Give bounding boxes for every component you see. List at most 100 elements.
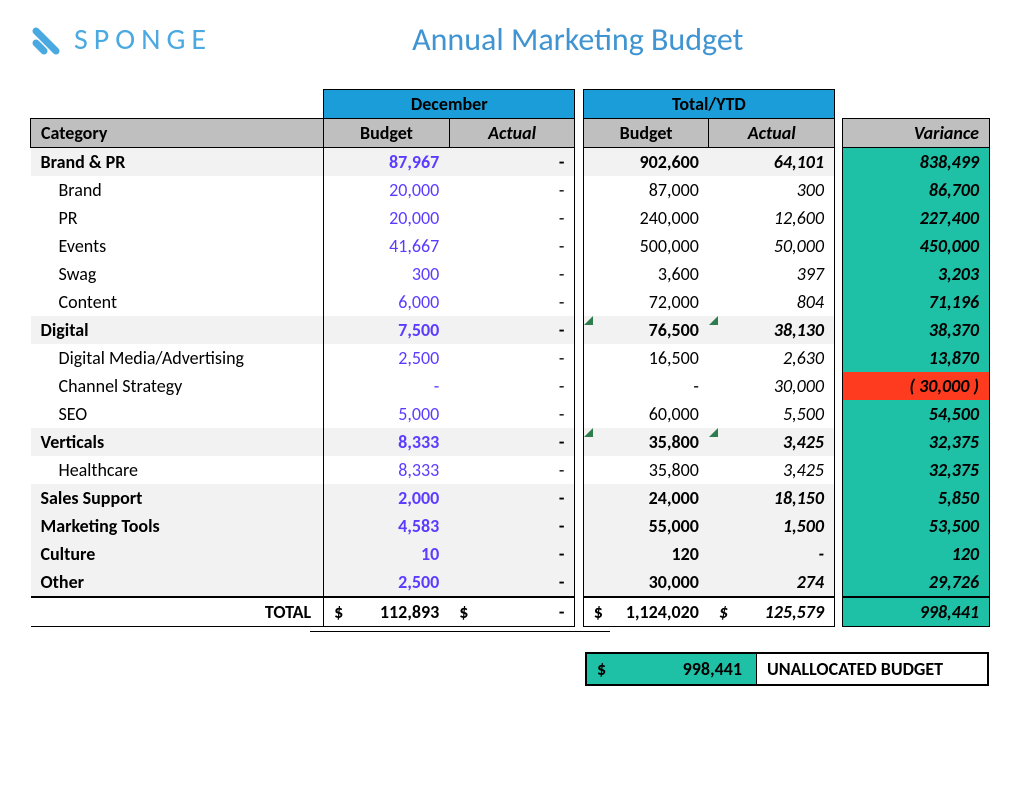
dec-budget: 7,500 (324, 316, 450, 344)
dec-actual: - (449, 540, 575, 568)
ytd-actual: 3,425 (709, 428, 835, 456)
row-label: Channel Strategy (31, 372, 324, 400)
dec-budget: 10 (324, 540, 450, 568)
row-label: Digital Media/Advertising (31, 344, 324, 372)
dec-actual: - (449, 568, 575, 597)
variance: 54,500 (843, 400, 990, 428)
variance: 86,700 (843, 176, 990, 204)
period-ytd: Total/YTD (583, 90, 834, 119)
footer-divider (310, 631, 610, 632)
col-ytd-budget: Budget (583, 119, 709, 148)
total-row: TOTAL $112,893 $- $1,124,020 $125,579 99… (31, 597, 990, 627)
dec-budget: - (324, 372, 450, 400)
dec-actual: - (449, 148, 575, 177)
subcategory-row: Brand20,000-87,00030086,700 (31, 176, 990, 204)
row-label: Brand (31, 176, 324, 204)
ytd-actual: 397 (709, 260, 835, 288)
dec-actual: - (449, 344, 575, 372)
dec-budget: 20,000 (324, 204, 450, 232)
ytd-budget: 35,800 (583, 428, 709, 456)
ytd-actual: 12,600 (709, 204, 835, 232)
variance: 5,850 (843, 484, 990, 512)
row-label: Marketing Tools (31, 512, 324, 540)
dec-budget: 4,583 (324, 512, 450, 540)
dec-budget: 41,667 (324, 232, 450, 260)
variance: 38,370 (843, 316, 990, 344)
ytd-budget: 3,600 (583, 260, 709, 288)
dec-budget: 2,500 (324, 568, 450, 597)
variance: 71,196 (843, 288, 990, 316)
ytd-budget: 72,000 (583, 288, 709, 316)
subcategory-row: Channel Strategy---30,000( 30,000 ) (31, 372, 990, 400)
dec-budget: 87,967 (324, 148, 450, 177)
brand-logo: SPONGE (30, 21, 212, 58)
dec-actual: - (449, 456, 575, 484)
variance: 32,375 (843, 456, 990, 484)
ytd-budget: 55,000 (583, 512, 709, 540)
variance: 53,500 (843, 512, 990, 540)
page-header: SPONGE Annual Marketing Budget (30, 20, 1000, 59)
ytd-actual: 274 (709, 568, 835, 597)
dec-actual: - (449, 372, 575, 400)
ytd-actual: 38,130 (709, 316, 835, 344)
row-label: Verticals (31, 428, 324, 456)
dec-budget: 8,333 (324, 456, 450, 484)
unallocated-box: $998,441 UNALLOCATED BUDGET (585, 652, 989, 686)
variance: 120 (843, 540, 990, 568)
category-row: Marketing Tools4,583-55,0001,500 53,500 (31, 512, 990, 540)
dec-actual: - (449, 428, 575, 456)
period-header-row: December Total/YTD (31, 90, 990, 119)
ytd-actual: 50,000 (709, 232, 835, 260)
category-row: Other2,500-30,00027429,726 (31, 568, 990, 597)
variance: 3,203 (843, 260, 990, 288)
col-category: Category (31, 119, 324, 148)
dec-budget: 5,000 (324, 400, 450, 428)
variance: ( 30,000 ) (843, 372, 990, 400)
subcategory-row: Swag300-3,6003973,203 (31, 260, 990, 288)
ytd-actual: 2,630 (709, 344, 835, 372)
unallocated-label: UNALLOCATED BUDGET (757, 654, 987, 684)
ytd-budget: 902,600 (583, 148, 709, 177)
ytd-budget: - (583, 372, 709, 400)
column-header-row: Category Budget Actual Budget Actual Var… (31, 119, 990, 148)
ytd-budget: 60,000 (583, 400, 709, 428)
category-row: Digital7,500-76,50038,13038,370 (31, 316, 990, 344)
subcategory-row: Events41,667-500,00050,000450,000 (31, 232, 990, 260)
dec-budget: 300 (324, 260, 450, 288)
dec-actual: - (449, 484, 575, 512)
ytd-budget: 76,500 (583, 316, 709, 344)
ytd-actual: 3,425 (709, 456, 835, 484)
dec-actual: - (449, 204, 575, 232)
total-label: TOTAL (31, 597, 324, 627)
variance: 29,726 (843, 568, 990, 597)
row-label: Healthcare (31, 456, 324, 484)
dec-budget: 8,333 (324, 428, 450, 456)
ytd-budget: 120 (583, 540, 709, 568)
sponge-icon (30, 23, 64, 57)
variance: 450,000 (843, 232, 990, 260)
col-dec-actual: Actual (449, 119, 575, 148)
row-label: Swag (31, 260, 324, 288)
col-variance: Variance (843, 119, 990, 148)
category-row: Sales Support2,000-24,00018,1505,850 (31, 484, 990, 512)
budget-table: December Total/YTD Category Budget Actua… (30, 89, 990, 627)
col-ytd-actual: Actual (709, 119, 835, 148)
dec-budget: 2,000 (324, 484, 450, 512)
row-label: Content (31, 288, 324, 316)
dec-budget: 20,000 (324, 176, 450, 204)
ytd-budget: 500,000 (583, 232, 709, 260)
dec-actual: - (449, 512, 575, 540)
dec-budget: 2,500 (324, 344, 450, 372)
dec-actual: - (449, 176, 575, 204)
ytd-actual: 804 (709, 288, 835, 316)
total-ytd-budget: $1,124,020 (583, 597, 709, 627)
variance: 838,499 (843, 148, 990, 177)
ytd-actual: 1,500 (709, 512, 835, 540)
total-ytd-actual: $125,579 (709, 597, 835, 627)
ytd-actual: 64,101 (709, 148, 835, 177)
period-december: December (324, 90, 575, 119)
row-label: PR (31, 204, 324, 232)
total-dec-actual: $- (449, 597, 575, 627)
ytd-budget: 24,000 (583, 484, 709, 512)
row-label: Culture (31, 540, 324, 568)
